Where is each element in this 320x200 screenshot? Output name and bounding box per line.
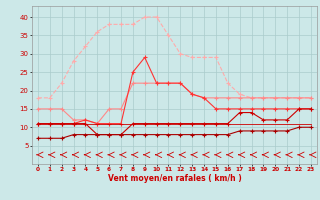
X-axis label: Vent moyen/en rafales ( km/h ): Vent moyen/en rafales ( km/h ) — [108, 174, 241, 183]
